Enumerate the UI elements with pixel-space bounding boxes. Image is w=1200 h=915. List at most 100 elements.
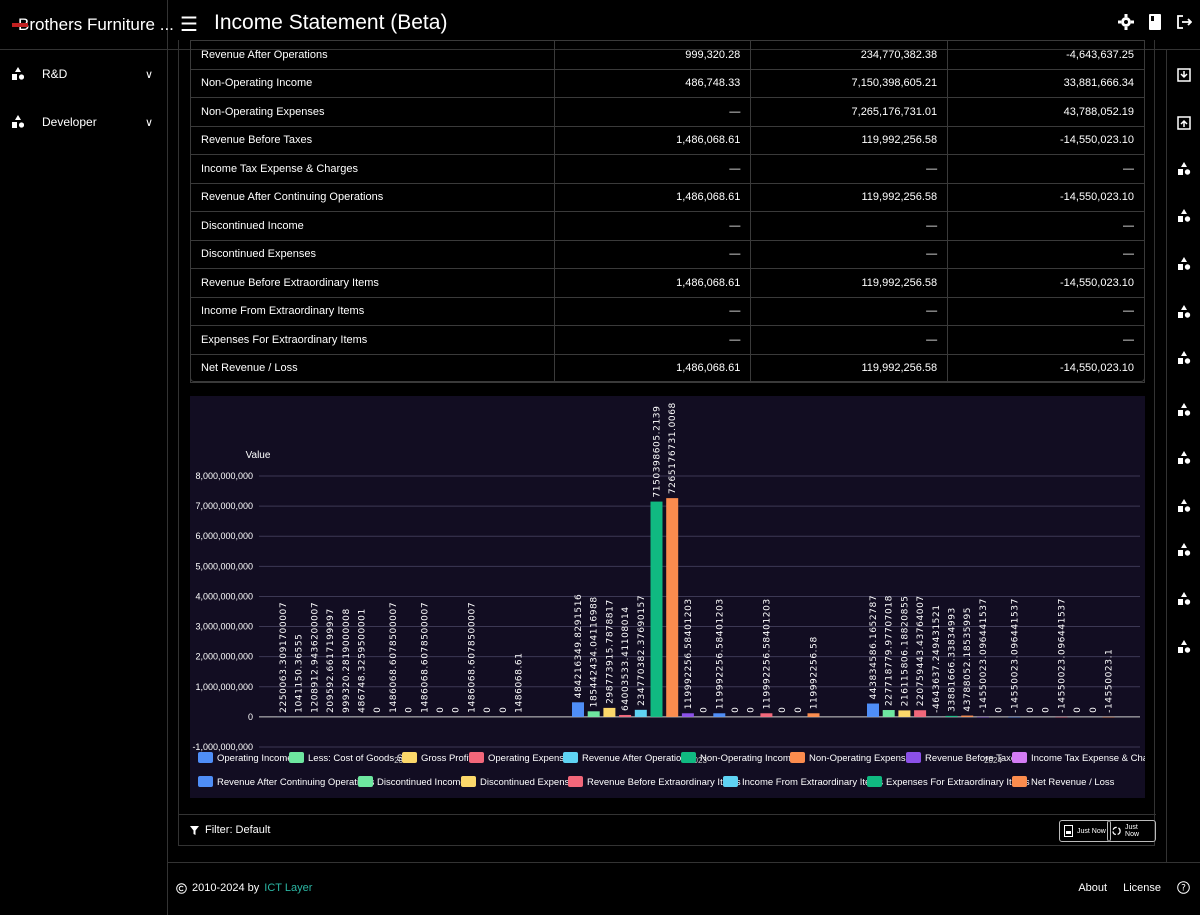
data-label: 0	[747, 707, 757, 713]
row-label: Revenue Before Taxes	[190, 125, 555, 155]
row-label: Revenue Before Extraordinary Items	[190, 268, 555, 298]
export-button-1[interactable]: Just Now	[1059, 820, 1111, 842]
legend-item: Gross Profit	[421, 753, 472, 764]
shapes-icon	[12, 67, 24, 80]
data-label: 298773915.7878817	[605, 599, 615, 704]
y-tick-label: 8,000,000,000	[195, 471, 253, 481]
data-label: 0	[1042, 707, 1052, 713]
company-name: Brothers Furniture ...	[18, 15, 174, 34]
chart-icon[interactable]	[1177, 305, 1191, 319]
row-label: Expenses For Extraordinary Items	[190, 325, 555, 355]
table-row: Expenses For Extraordinary Items — — —	[190, 325, 1145, 355]
upload-icon[interactable]	[1177, 116, 1191, 130]
chart-icon[interactable]	[1177, 451, 1191, 465]
copyright: 2010-2024 by ICT Layer	[176, 882, 312, 894]
license-link[interactable]: License	[1123, 881, 1161, 894]
income-statement-table: Revenue After Operations 999,320.28 234,77…	[190, 40, 1145, 383]
row-value: 999,320.28	[553, 40, 752, 70]
row-value: 119,992,256.58	[750, 353, 949, 383]
data-label: 43788052.18535995	[963, 607, 973, 712]
chart-icon[interactable]	[1177, 499, 1191, 513]
legend-swatch	[461, 776, 476, 787]
y-tick-label: -1,000,000,000	[192, 742, 253, 752]
legend-item: Revenue After Operations	[582, 753, 692, 764]
chart-icon[interactable]	[1177, 209, 1191, 223]
export-button-2[interactable]: Just Now	[1107, 820, 1156, 842]
chart-icon[interactable]	[1177, 257, 1191, 271]
export-label: Just Now	[1125, 824, 1140, 838]
row-label: Net Revenue / Loss	[190, 353, 555, 383]
footer: 2010-2024 by ICT Layer About License ?	[168, 862, 1200, 915]
legend-swatch	[289, 752, 304, 763]
row-value: 119,992,256.58	[750, 268, 949, 298]
data-label: 0	[452, 707, 462, 713]
notebook-icon[interactable]	[1147, 12, 1163, 32]
footer-links: About License ?	[1078, 881, 1190, 894]
bar	[619, 714, 632, 717]
sidebar-item-rnd[interactable]: R&D ∨	[0, 50, 167, 98]
legend-swatch	[681, 752, 696, 763]
row-label: Income Tax Expense & Charges	[190, 154, 555, 184]
help-icon[interactable]: ?	[1177, 881, 1190, 894]
legend-swatch	[1012, 752, 1027, 763]
menu-icon[interactable]: ☰	[180, 14, 198, 36]
row-value: -14,550,023.10	[947, 125, 1145, 155]
table-row: Income From Extraordinary Items — — —	[190, 296, 1145, 326]
legend-swatch	[563, 752, 578, 763]
x-tick-label: 2024	[984, 756, 1002, 765]
legend-swatch	[906, 752, 921, 763]
brand[interactable]: Brothers Furniture ...	[0, 0, 174, 50]
bar	[572, 702, 584, 717]
chart-icon[interactable]	[1177, 403, 1191, 417]
data-label: 0	[1026, 707, 1036, 713]
row-value: 43,788,052.19	[947, 97, 1145, 127]
chart-icon[interactable]	[1177, 351, 1191, 365]
y-tick-label: 0	[248, 712, 253, 722]
copyright-text: 2010-2024 by	[192, 882, 260, 894]
legend-swatch	[1012, 776, 1027, 787]
chart-icon[interactable]	[1177, 640, 1191, 654]
data-label: 119992256.58401203	[684, 598, 694, 709]
y-tick-label: 5,000,000,000	[195, 561, 253, 571]
sidebar-item-developer[interactable]: Developer ∨	[0, 98, 167, 146]
data-label: 1208912.9436200007	[310, 602, 320, 713]
table-row: Revenue Before Taxes 1,486,068.61 119,992,…	[190, 125, 1145, 155]
chart-icon[interactable]	[1177, 162, 1191, 176]
row-value: -14,550,023.10	[947, 353, 1145, 383]
about-link[interactable]: About	[1078, 881, 1108, 894]
chart-icon[interactable]	[1177, 543, 1191, 557]
row-value: —	[750, 154, 949, 184]
bar	[914, 710, 927, 717]
row-label: Revenue After Continuing Operations	[190, 182, 555, 212]
settings-gear-icon[interactable]	[1118, 12, 1134, 32]
row-value: 119,992,256.58	[750, 125, 949, 155]
data-label: 33881666.33834993	[948, 607, 958, 712]
row-value: —	[947, 296, 1145, 326]
chevron-down-icon: ∨	[144, 116, 153, 129]
table-row: Non-Operating Expenses —7,265,176,731.01 4…	[190, 97, 1145, 127]
sidebar-item-label: Developer	[42, 115, 97, 129]
y-tick-label: 4,000,000,000	[195, 591, 253, 601]
svg-text:?: ?	[1181, 884, 1186, 894]
company-link[interactable]: ICT Layer	[264, 882, 313, 894]
row-label: Non-Operating Expenses	[190, 97, 555, 127]
data-label: 227718779.97707018	[885, 595, 895, 706]
legend-swatch	[198, 776, 213, 787]
row-value: —	[750, 211, 949, 241]
row-value: —	[553, 239, 752, 269]
chart-icon[interactable]	[1177, 592, 1191, 606]
filter-button[interactable]: Filter: Default	[190, 824, 270, 836]
row-value: —	[947, 211, 1145, 241]
data-label: 216115806.18820855	[900, 595, 910, 706]
y-tick-label: 1,000,000,000	[195, 682, 253, 692]
download-icon[interactable]	[1177, 68, 1191, 82]
data-label: -14550023.1	[1105, 649, 1115, 713]
logout-icon[interactable]	[1176, 12, 1192, 32]
legend-item: Expenses For Extraordinary Items	[886, 777, 1030, 788]
data-label: 486748.3259500001	[358, 608, 368, 713]
bar	[681, 713, 694, 717]
bar	[760, 713, 773, 717]
row-label: Discontinued Expenses	[190, 239, 555, 269]
data-label: 1486068.6078500007	[420, 602, 430, 713]
data-label: 0	[995, 707, 1005, 713]
